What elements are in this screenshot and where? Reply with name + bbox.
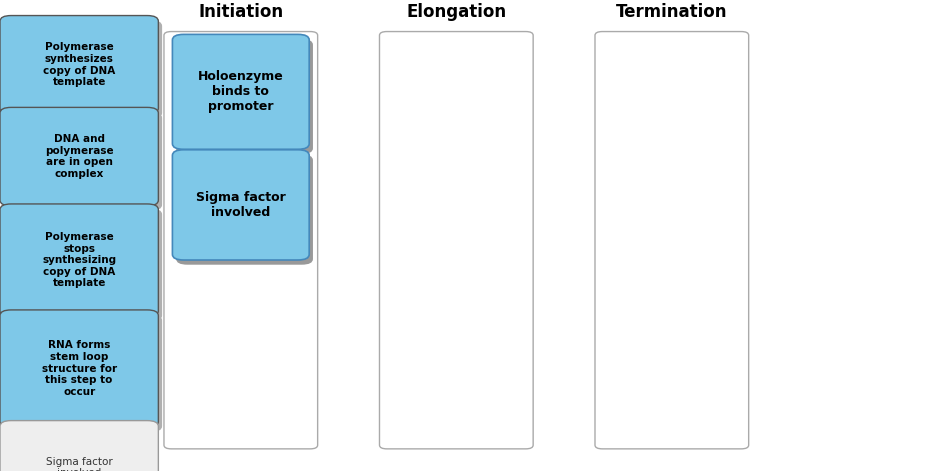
- FancyBboxPatch shape: [4, 20, 162, 119]
- Text: Sigma factor
involved: Sigma factor involved: [46, 457, 112, 471]
- FancyBboxPatch shape: [176, 154, 313, 265]
- FancyBboxPatch shape: [379, 32, 533, 449]
- FancyBboxPatch shape: [4, 112, 162, 211]
- FancyBboxPatch shape: [0, 107, 158, 206]
- FancyBboxPatch shape: [164, 32, 317, 449]
- FancyBboxPatch shape: [0, 204, 158, 317]
- FancyBboxPatch shape: [4, 315, 162, 432]
- FancyBboxPatch shape: [172, 34, 309, 149]
- FancyBboxPatch shape: [0, 310, 158, 427]
- Text: Polymerase
synthesizes
copy of DNA
template: Polymerase synthesizes copy of DNA templ…: [43, 42, 115, 87]
- FancyBboxPatch shape: [4, 209, 162, 321]
- Text: RNA forms
stem loop
structure for
this step to
occur: RNA forms stem loop structure for this s…: [41, 341, 117, 397]
- Text: Holoenzyme
binds to
promoter: Holoenzyme binds to promoter: [197, 70, 284, 114]
- Text: DNA and
polymerase
are in open
complex: DNA and polymerase are in open complex: [45, 134, 113, 179]
- Text: Initiation: Initiation: [198, 3, 283, 21]
- Text: Polymerase
stops
synthesizing
copy of DNA
template: Polymerase stops synthesizing copy of DN…: [42, 232, 116, 288]
- FancyBboxPatch shape: [176, 39, 313, 154]
- FancyBboxPatch shape: [172, 150, 309, 260]
- FancyBboxPatch shape: [0, 16, 158, 114]
- Text: Sigma factor
involved: Sigma factor involved: [196, 191, 285, 219]
- Text: Elongation: Elongation: [406, 3, 505, 21]
- FancyBboxPatch shape: [0, 421, 158, 471]
- Text: Termination: Termination: [616, 3, 726, 21]
- FancyBboxPatch shape: [594, 32, 748, 449]
